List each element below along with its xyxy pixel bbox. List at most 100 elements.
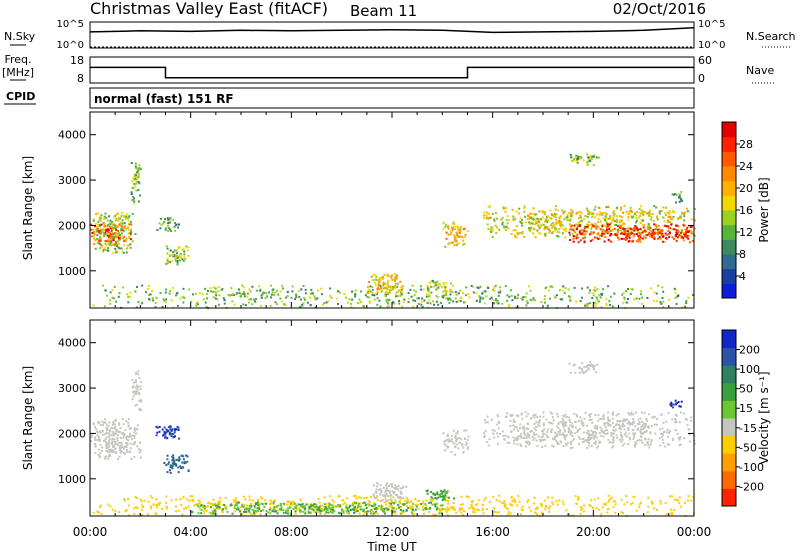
data-cell [674,429,677,432]
data-cell [507,507,509,510]
data-cell [544,438,546,441]
data-cell [580,419,583,422]
data-cell [101,228,104,231]
data-cell [97,421,100,423]
data-cell [217,286,220,288]
data-cell [104,455,107,458]
data-cell [672,406,674,409]
data-cell [618,438,621,441]
data-cell [222,503,225,506]
data-cell [172,459,175,462]
data-cell [105,441,107,444]
data-cell [259,502,262,505]
data-cell [374,274,377,277]
data-cell [517,435,520,438]
data-cell [390,288,393,291]
data-cell [114,247,117,250]
data-cell [399,509,402,511]
data-cell [543,228,546,231]
data-cell [272,510,275,513]
data-cell [579,366,582,369]
data-cell [618,420,621,423]
data-cell [293,503,296,506]
data-cell [313,510,315,513]
data-cell [99,215,102,218]
data-cell [102,250,105,253]
data-cell [348,298,351,301]
data-cell [687,495,690,498]
data-cell [128,223,131,226]
data-cell [140,514,143,516]
data-cell [106,294,108,297]
data-cell [470,501,473,504]
data-cell [533,427,536,430]
data-cell [129,243,131,246]
data-cell [430,285,433,288]
data-cell [237,506,240,509]
data-cell [286,503,289,506]
data-cell [662,206,665,209]
data-cell [555,439,557,442]
data-cell [369,290,372,293]
data-cell [107,449,110,451]
data-cell [519,220,522,223]
data-cell [114,214,117,217]
data-cell [200,504,202,507]
data-cell [399,280,402,283]
data-cell [210,506,212,509]
data-cell [111,440,114,443]
data-cell [510,430,513,432]
data-cell [611,217,614,220]
data-cell [674,418,677,420]
data-cell [139,168,142,171]
data-cell [377,283,380,286]
data-cell [554,296,557,299]
data-cell [223,302,226,305]
data-cell [177,226,179,229]
data-cell [668,495,671,498]
data-cell [236,292,239,295]
data-cell [570,299,573,302]
data-cell [649,213,652,216]
data-cell [165,262,168,265]
data-cell [646,419,649,422]
data-cell [538,221,541,223]
data-cell [137,189,140,192]
data-cell [136,424,139,427]
data-cell [329,507,332,510]
data-cell [503,438,506,441]
data-cell [612,445,615,448]
data-cell [389,494,392,497]
data-cell [129,434,132,437]
data-cell [504,206,507,209]
data-cell [396,291,399,294]
data-cell [604,422,607,424]
data-cell [108,421,111,424]
data-cell [620,206,623,209]
data-cell [439,495,442,498]
data-cell [622,422,624,425]
data-cell [645,211,648,214]
data-cell [123,215,126,218]
data-cell [265,510,268,513]
data-cell [234,504,237,507]
data-cell [175,498,178,501]
data-cell [684,233,687,236]
data-cell [132,187,135,190]
data-cell [541,446,544,448]
data-cell [355,497,358,500]
data-cell [337,506,340,508]
data-cell [207,505,210,508]
data-cell [644,424,647,427]
data-cell [131,199,134,201]
data-cell [203,507,206,510]
colorbar-swatch [722,418,736,437]
data-cell [562,424,565,427]
data-cell [542,415,545,418]
data-cell [602,506,604,509]
data-cell [462,450,465,453]
data-cell [636,240,639,243]
data-cell [115,236,118,239]
data-cell [529,222,532,224]
data-cell [655,226,658,229]
